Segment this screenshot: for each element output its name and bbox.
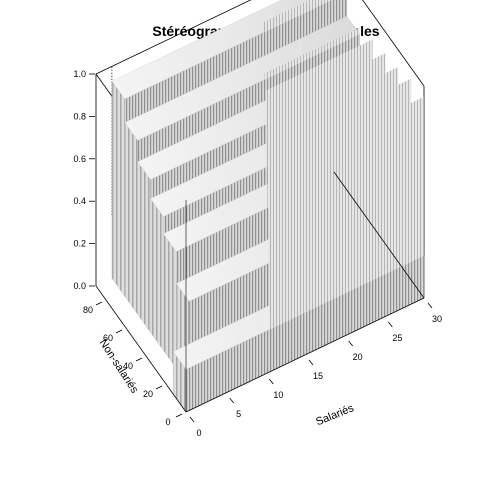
y-axis-label: Non-salariés (97, 337, 141, 396)
x-tick-label: 10 (273, 390, 283, 400)
y-tick (135, 357, 143, 362)
z-tick-label: 0.4 (73, 196, 86, 206)
step-side (111, 80, 125, 298)
step-side (137, 161, 151, 334)
x-tick-label: 25 (392, 333, 402, 343)
y-tick-label: 40 (123, 361, 133, 371)
x-tick (388, 321, 393, 328)
x-tick-label: 20 (353, 352, 363, 362)
x-tick (348, 340, 353, 347)
y-tick (95, 301, 103, 306)
y-tick-label: 60 (103, 333, 113, 343)
x-tick (229, 397, 234, 404)
step-back-panel (269, 96, 424, 330)
axes: 0 5 10 15 20 25 30 0 20 40 60 80 0.0 0.2 0.4 0.6 0.8 1.0 (73, 69, 442, 438)
box-edge (95, 285, 187, 413)
step-side (163, 233, 177, 370)
x-tick-label: 0 (196, 428, 201, 438)
z-tick-label: 1.0 (73, 69, 86, 79)
z-tick-label: 0.8 (73, 111, 86, 121)
step-side (124, 121, 138, 316)
x-tick (189, 416, 195, 423)
box-edge (185, 297, 425, 413)
step-back-panel (264, 27, 360, 80)
box-front-edges (95, 171, 425, 413)
box-edge (95, 0, 252, 75)
y-tick-label: 80 (83, 305, 93, 315)
y-tick (175, 413, 183, 418)
x-tick (427, 302, 433, 309)
z-tick-label: 0.2 (73, 239, 86, 249)
y-tick (155, 385, 163, 390)
x-tick (308, 359, 314, 366)
x-tick-label: 5 (236, 409, 241, 419)
box-edge (333, 171, 425, 299)
z-tick-label: 0.6 (73, 154, 86, 164)
y-tick-label: 0 (165, 417, 170, 427)
y-tick-label: 20 (143, 389, 153, 399)
x-tick (269, 378, 274, 385)
box-edge (362, 0, 425, 87)
surface-steps (111, 0, 425, 413)
x-tick-label: 30 (432, 314, 442, 324)
x-tick-label: 15 (313, 371, 323, 381)
step-side (150, 198, 164, 352)
y-tick (115, 329, 123, 334)
z-tick-label: 0.0 (73, 281, 86, 291)
x-axis-label: Salariés (314, 402, 356, 428)
step-back-panel (263, 0, 332, 33)
